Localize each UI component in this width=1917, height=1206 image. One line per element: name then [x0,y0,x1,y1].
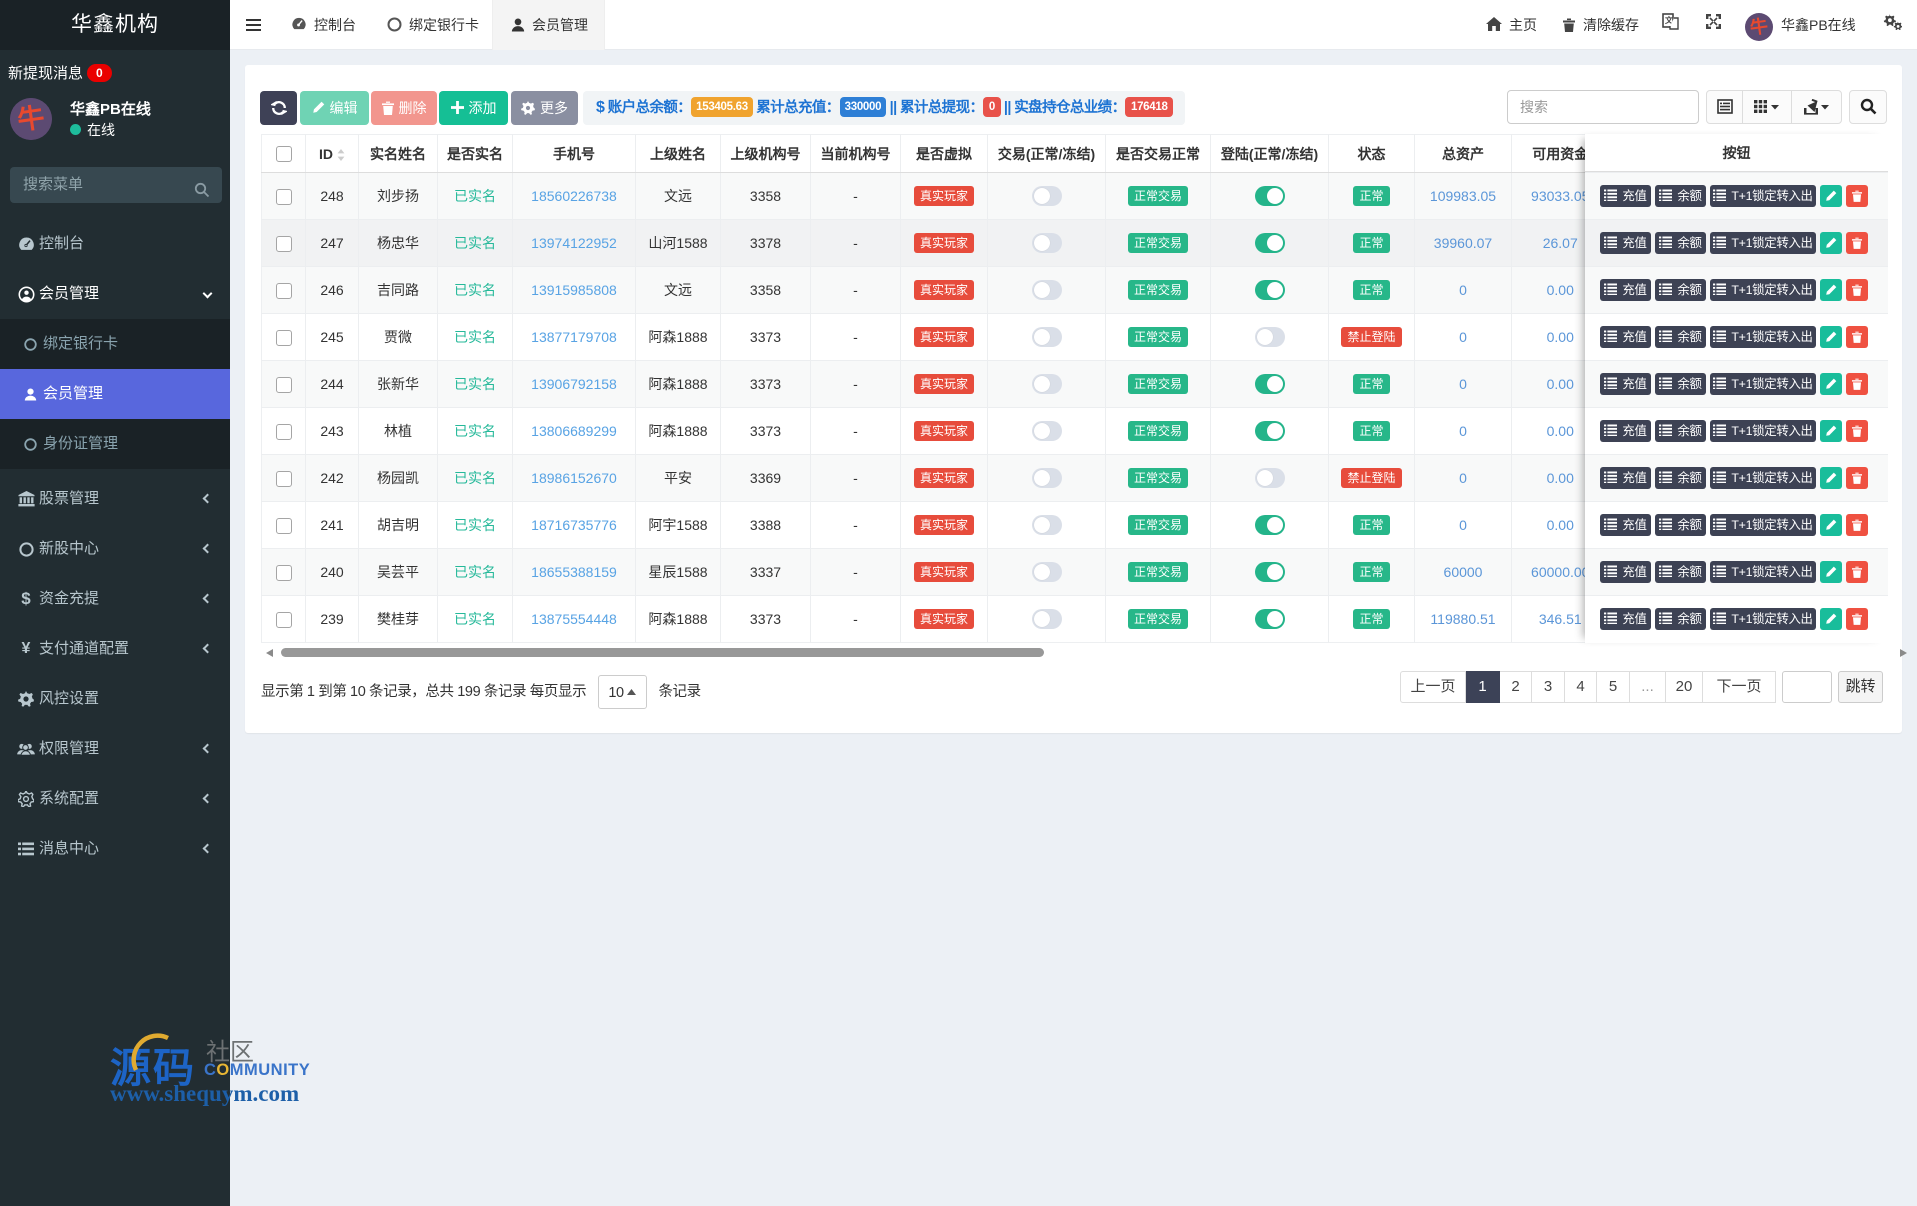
svg-text:文: 文 [1665,15,1674,25]
svg-text:牛: 牛 [1749,15,1770,38]
svg-text:牛: 牛 [16,102,47,135]
